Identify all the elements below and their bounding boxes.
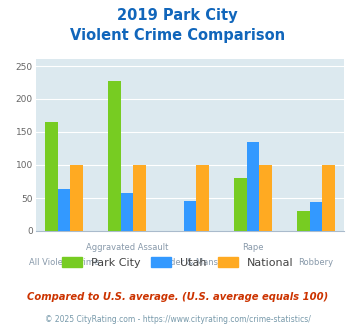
Text: Murder & Mans...: Murder & Mans... bbox=[154, 258, 226, 267]
Text: Rape: Rape bbox=[242, 243, 264, 252]
Bar bbox=[259, 165, 272, 231]
Bar bbox=[322, 165, 335, 231]
Bar bbox=[133, 165, 146, 231]
Bar bbox=[58, 189, 70, 231]
Text: © 2025 CityRating.com - https://www.cityrating.com/crime-statistics/: © 2025 CityRating.com - https://www.city… bbox=[45, 315, 310, 324]
Legend: Park City, Utah, National: Park City, Utah, National bbox=[62, 257, 293, 268]
Text: All Violent Crime: All Violent Crime bbox=[29, 258, 99, 267]
Bar bbox=[297, 211, 310, 231]
Text: Compared to U.S. average. (U.S. average equals 100): Compared to U.S. average. (U.S. average … bbox=[27, 292, 328, 302]
Text: Violent Crime Comparison: Violent Crime Comparison bbox=[70, 28, 285, 43]
Text: Aggravated Assault: Aggravated Assault bbox=[86, 243, 168, 252]
Bar bbox=[45, 122, 58, 231]
Bar bbox=[234, 178, 247, 231]
Bar bbox=[108, 81, 121, 231]
Bar bbox=[196, 165, 209, 231]
Bar bbox=[70, 165, 83, 231]
Bar bbox=[184, 201, 196, 231]
Bar bbox=[310, 202, 322, 231]
Bar bbox=[121, 193, 133, 231]
Text: Robbery: Robbery bbox=[299, 258, 334, 267]
Text: 2019 Park City: 2019 Park City bbox=[117, 8, 238, 23]
Bar bbox=[247, 142, 259, 231]
